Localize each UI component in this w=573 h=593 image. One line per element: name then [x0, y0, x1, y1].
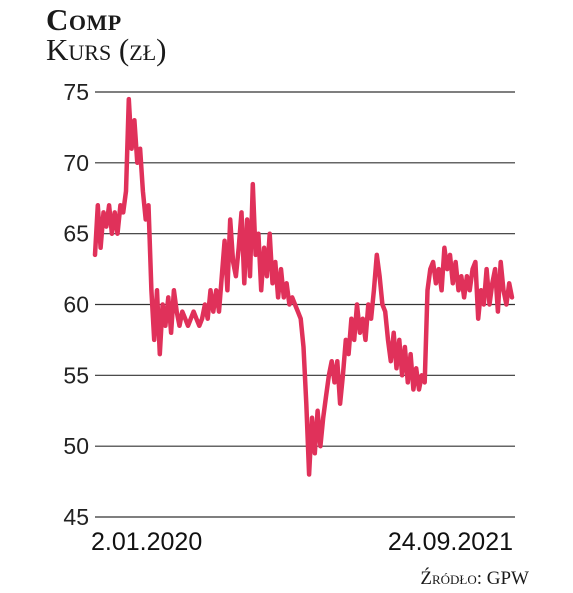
y-tick-label-45: 45 [63, 504, 89, 530]
x-tick-label-end: 24.09.2021 [388, 528, 513, 556]
chart-title: Comp [46, 2, 122, 37]
y-tick-label-65: 65 [63, 221, 89, 247]
source-note: Źródło: GPW [420, 568, 529, 589]
y-tick-label-50: 50 [63, 433, 89, 459]
series-line [92, 96, 515, 477]
chart-subtitle: Kurs (zł) [46, 32, 167, 67]
y-tick-label-55: 55 [63, 362, 89, 388]
y-tick-label-70: 70 [63, 150, 89, 176]
y-tick-label-75: 75 [63, 79, 89, 105]
grid-lines [95, 91, 515, 447]
x-tick-label-start: 2.01.2020 [91, 528, 202, 556]
y-axis-ticks: 45 50 55 60 65 70 75 [63, 79, 89, 530]
y-tick-label-60: 60 [63, 292, 89, 318]
